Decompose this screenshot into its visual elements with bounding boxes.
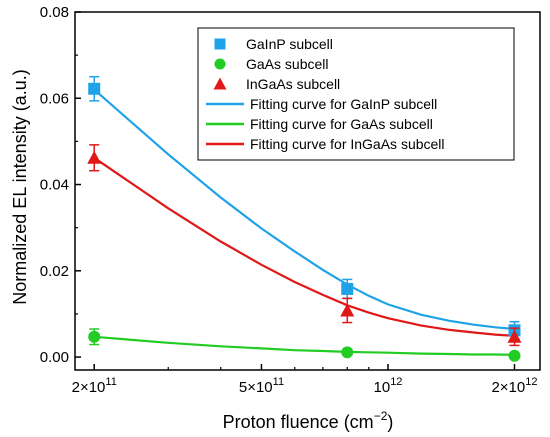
legend-box xyxy=(197,27,515,161)
y-tick-label: 0.06 xyxy=(40,90,69,107)
square-marker xyxy=(88,82,101,95)
legend-label: GaAs subcell xyxy=(246,56,328,72)
square-marker xyxy=(214,38,226,50)
fit-curve xyxy=(93,156,515,337)
circle-marker xyxy=(508,349,521,362)
triangle-marker xyxy=(507,329,522,343)
x-axis-title: Proton fluence (cm−2) xyxy=(223,409,394,432)
x-tick-label: 2×1012 xyxy=(491,376,537,396)
triangle-marker xyxy=(87,150,102,164)
x-tick-label: 2×1011 xyxy=(72,376,117,396)
circle-marker xyxy=(341,346,354,359)
legend-label: Fitting curve for InGaAs subcell xyxy=(250,136,445,152)
x-tick-label: 5×1011 xyxy=(239,376,284,396)
legend-label: Fitting curve for GaAs subcell xyxy=(250,116,433,132)
fit-curve xyxy=(94,335,515,356)
y-tick-label: 0.00 xyxy=(40,349,69,366)
triangle-marker xyxy=(213,77,227,90)
circle-marker xyxy=(214,58,226,70)
legend-label: Fitting curve for GaInP subcell xyxy=(250,96,437,112)
triangle-marker xyxy=(340,303,355,317)
legend: GaInP subcell GaAs subcell InGaAs subcell F… xyxy=(197,27,515,161)
y-axis-title: Normalized EL intensity (a.u.) xyxy=(10,69,30,304)
plot-area-frame xyxy=(74,11,541,371)
y-tick-label: 0.02 xyxy=(40,263,69,280)
y-tick-label: 0.04 xyxy=(40,177,69,194)
square-marker xyxy=(341,282,354,295)
legend-label: InGaAs subcell xyxy=(246,76,340,92)
x-tick-label: 1012 xyxy=(374,376,403,396)
y-tick-label: 0.08 xyxy=(40,4,69,21)
legend-label: GaInP subcell xyxy=(246,36,333,52)
circle-marker xyxy=(88,330,101,343)
fit-curve xyxy=(93,88,515,331)
